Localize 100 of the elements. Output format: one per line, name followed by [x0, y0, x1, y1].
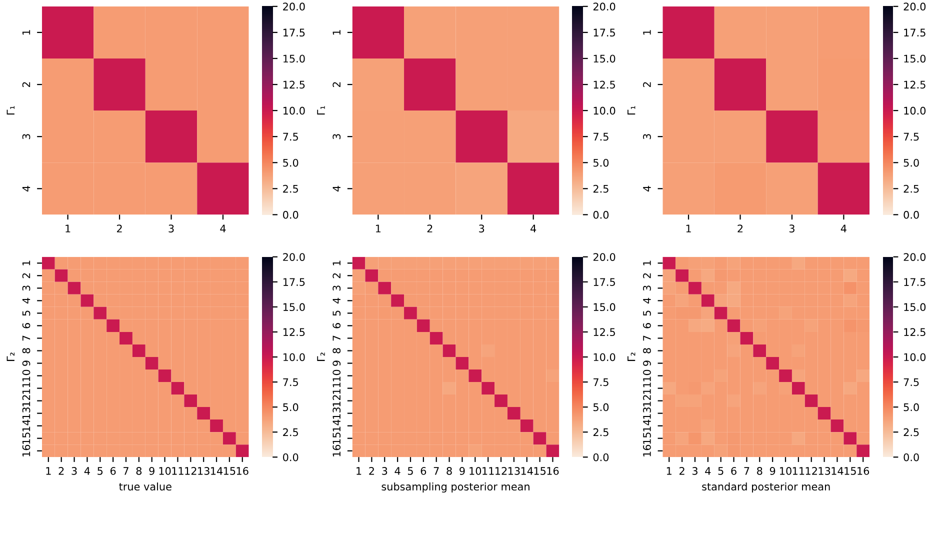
x-tick-label: 7	[434, 467, 439, 475]
x-tick-label: 6	[731, 467, 736, 475]
x-tick-label: 7	[744, 467, 750, 475]
color-bar-label: 2.5	[283, 184, 298, 193]
x-tick-label: 3	[479, 224, 484, 232]
y-tick-label: 4	[643, 298, 651, 304]
x-tick-label: 9	[460, 467, 465, 475]
y-tick-label: 13	[22, 408, 30, 419]
x-tick-label: 4	[705, 467, 711, 475]
y-tick-label: 2	[22, 273, 30, 278]
color-bar-label: 7.5	[904, 132, 919, 141]
y-axis-title: Γ₁	[628, 106, 636, 115]
x-tick-label: 3	[168, 224, 174, 232]
y-tick-label: 7	[332, 336, 340, 341]
x-tick-label: 15	[224, 467, 236, 475]
y-axis-title: Γ₁	[6, 106, 14, 115]
color-bar-label: 15.0	[594, 54, 616, 63]
y-tick-label: 8	[643, 348, 651, 354]
x-tick-label: 3	[692, 467, 698, 475]
x-tick-label: 7	[124, 467, 128, 475]
color-bar-label: 17.5	[283, 278, 305, 286]
y-tick-label: 1	[643, 260, 651, 266]
x-tick-label: 10	[159, 467, 171, 475]
x-tick-label: 12	[185, 467, 196, 475]
x-tick-label: 2	[116, 224, 122, 232]
color-bar-label: 0.0	[593, 453, 609, 462]
y-tick-label: 16	[22, 444, 30, 456]
x-tick-label: 14	[211, 467, 223, 475]
y-tick-label: 1	[22, 30, 30, 35]
color-bar-label: 2.5	[593, 184, 608, 193]
x-tick-label: 3	[789, 224, 794, 232]
color-bar-label: 15.0	[904, 303, 926, 312]
y-tick-label: 4	[332, 186, 340, 192]
y-tick-label: 1	[332, 260, 340, 266]
color-bar-label: 10.0	[283, 353, 305, 362]
y-tick-label: 11	[22, 382, 30, 394]
color-bar-label: 20.0	[904, 2, 926, 11]
x-tick-label: 15	[844, 467, 856, 475]
color-bar-label: 5.0	[283, 158, 298, 167]
y-tick-label: 12	[22, 395, 30, 406]
color-bar-label: 17.5	[594, 28, 615, 37]
y-tick-label: 6	[643, 323, 651, 328]
x-tick-label: 2	[738, 224, 743, 232]
color-bar-label: 10.0	[904, 106, 926, 115]
y-tick-label: 11	[643, 382, 651, 394]
y-tick-label: 4	[22, 186, 30, 192]
x-tick-label: 10	[470, 467, 482, 475]
y-tick-label: 14	[22, 420, 30, 432]
y-tick-label: 16	[643, 444, 651, 456]
color-bar-label: 7.5	[594, 132, 608, 141]
y-tick-label: 2	[22, 82, 30, 88]
x-tick-label: 1	[376, 224, 381, 232]
color-bar-label: 20.0	[593, 2, 616, 11]
y-tick-label: 3	[22, 286, 30, 291]
x-tick-label: 12	[806, 467, 817, 475]
y-tick-label: 14	[332, 420, 340, 432]
x-tick-label: 8	[446, 467, 452, 475]
color-bar-label: 10.0	[904, 353, 926, 362]
y-tick-label: 11	[332, 382, 340, 394]
x-tick-label: 11	[792, 467, 804, 475]
x-tick-label: 9	[149, 467, 154, 475]
y-tick-label: 9	[643, 360, 651, 366]
color-bar-label: 20.0	[283, 253, 305, 261]
color-bar-label: 12.5	[904, 80, 926, 89]
y-tick-label: 10	[22, 370, 30, 382]
x-tick-label: 14	[832, 467, 844, 475]
y-tick-label: 15	[332, 432, 341, 444]
color-bar-label: 7.5	[283, 132, 298, 141]
x-tick-label: 16	[547, 467, 559, 475]
y-tick-label: 16	[332, 444, 341, 456]
x-tick-label: 1	[686, 224, 691, 232]
x-tick-label: 6	[420, 467, 426, 475]
color-bar-label: 15.0	[283, 303, 305, 312]
color-bar-label: 5.0	[593, 403, 609, 412]
x-tick-label: 6	[110, 467, 116, 475]
y-tick-label: 2	[332, 273, 340, 278]
x-axis-title: true value	[119, 482, 172, 491]
y-tick-label: 6	[332, 323, 341, 328]
color-bar-label: 12.5	[283, 80, 305, 89]
y-tick-label: 2	[643, 273, 651, 278]
x-tick-label: 4	[84, 467, 90, 475]
x-axis-title: standard posterior mean	[702, 482, 830, 493]
x-axis-title: subsampling posterior mean	[382, 482, 530, 493]
x-tick-label: 11	[482, 467, 494, 475]
x-tick-label: 3	[382, 467, 388, 475]
x-tick-label: 5	[408, 467, 413, 475]
color-bar-label: 15.0	[904, 54, 926, 63]
x-tick-label: 4	[840, 224, 846, 232]
y-tick-label: 5	[22, 310, 30, 316]
x-tick-label: 9	[770, 467, 776, 475]
x-tick-label: 13	[198, 467, 210, 475]
y-tick-label: 13	[332, 408, 341, 419]
color-bar-label: 20.0	[904, 253, 926, 261]
color-bar-label: 0.0	[283, 453, 298, 462]
color-bar-label: 5.0	[593, 158, 609, 167]
y-tick-label: 9	[22, 360, 30, 366]
color-bar-label: 5.0	[283, 403, 298, 412]
color-bar-label: 0.0	[593, 210, 609, 219]
color-bar-label: 17.5	[904, 28, 926, 37]
color-bar-label: 17.5	[283, 28, 305, 37]
